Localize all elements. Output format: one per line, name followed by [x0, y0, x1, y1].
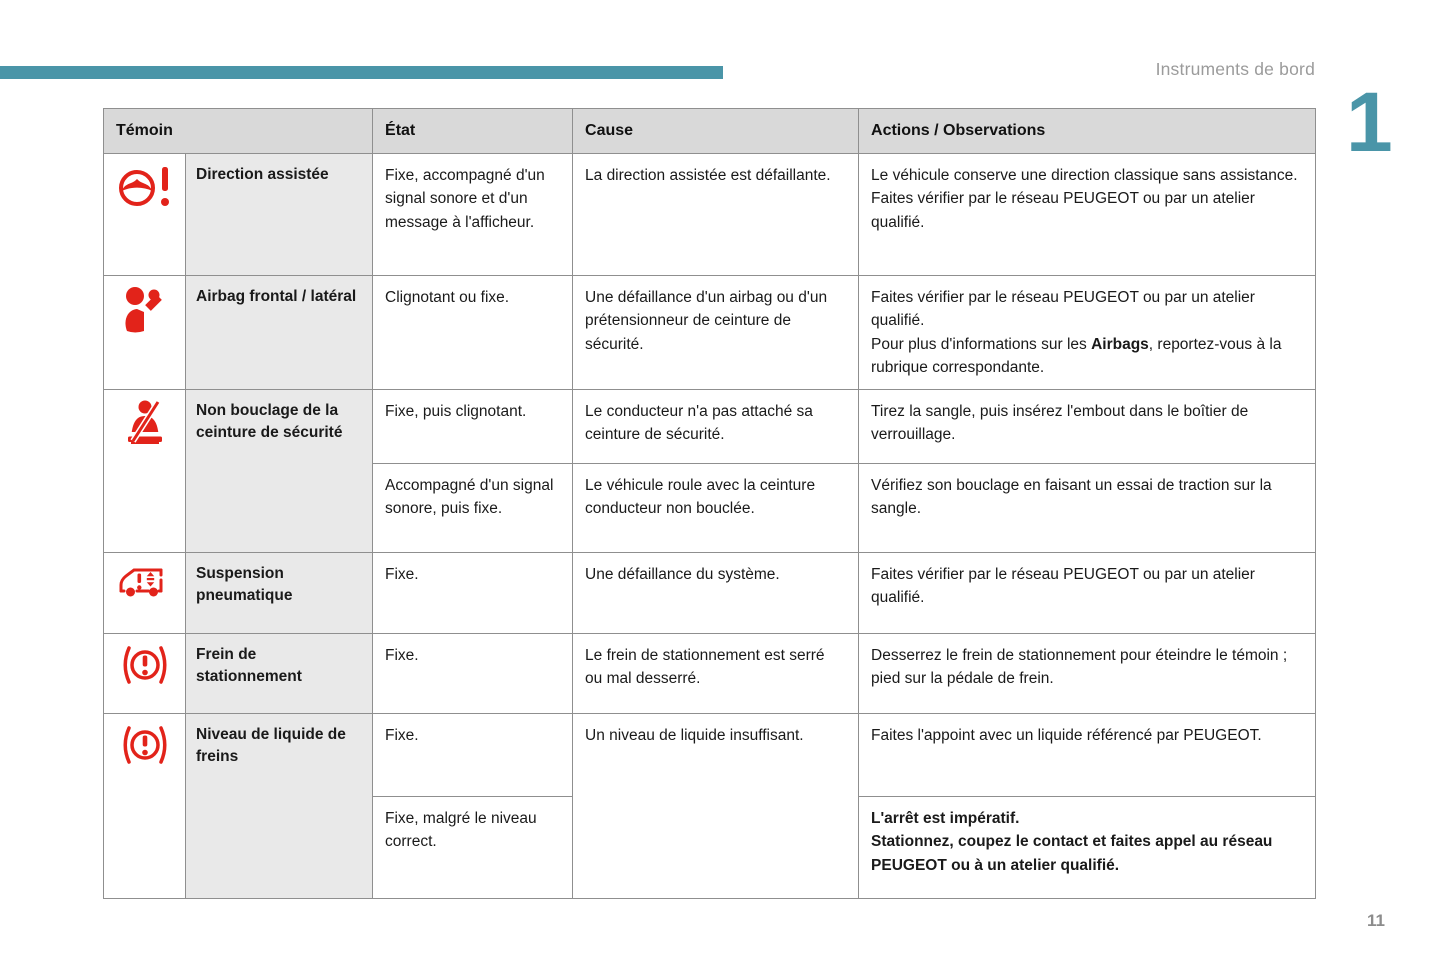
actions-cell: Vérifiez son bouclage en faisant un essa…	[858, 463, 1317, 553]
etat-cell: Accompagné d'un signal sonore, puis fixe…	[372, 463, 574, 553]
cause-cell: Le frein de stationnement est serré ou m…	[572, 633, 860, 714]
etat-cell: Fixe.	[372, 633, 574, 714]
table-row: Airbag frontal / latéral Clignotant ou f…	[103, 275, 1317, 390]
actions-cell: Faites l'appoint avec un liquide référen…	[858, 713, 1317, 797]
actions-cell: Faites vérifier par le réseau PEUGEOT ou…	[858, 275, 1317, 390]
seatbelt-warning-icon	[127, 400, 162, 444]
indicator-icon-cell	[103, 633, 186, 714]
table-row: Suspension pneumatique Fixe. Une défaill…	[103, 552, 1317, 634]
actions-cell: Desserrez le frein de stationnement pour…	[858, 633, 1317, 714]
indicator-name: Frein de stationnement	[184, 633, 374, 714]
table-row: Niveau de liquide de freins Fixe. Un niv…	[103, 713, 1317, 899]
cause-cell: Le conducteur n'a pas attaché sa ceintur…	[572, 389, 860, 464]
col-header-cause: Cause	[572, 108, 860, 154]
etat-cell: Fixe.	[372, 552, 574, 634]
indicator-icon-cell	[103, 713, 186, 899]
etat-cell: Fixe.	[372, 713, 574, 797]
etat-cell: Fixe, accompagné d'un signal sonore et d…	[372, 153, 574, 276]
indicator-name: Suspension pneumatique	[184, 552, 374, 634]
airbag-warning-icon	[124, 287, 162, 333]
table-row: Accompagné d'un signal sonore, puis fixe…	[104, 463, 1317, 553]
actions-cell: Tirez la sangle, puis insérez l'embout d…	[858, 389, 1317, 464]
cause-cell: Un niveau de liquide insuffisant.	[572, 713, 860, 899]
warning-lights-table: Témoin État Cause Actions / Observations…	[102, 108, 1317, 899]
brake-fluid-warning-icon	[123, 726, 166, 764]
table-header-row: Témoin État Cause Actions / Observations	[102, 108, 1317, 154]
running-header: Instruments de bord	[1155, 59, 1315, 79]
cause-cell: Le véhicule roule avec la ceinture condu…	[572, 463, 860, 553]
cause-cell: Une défaillance d'un airbag ou d'un prét…	[572, 275, 860, 390]
indicator-icon-cell	[103, 389, 186, 553]
indicator-name: Direction assistée	[184, 153, 374, 276]
table-row: Non bouclage de la ceinture de sécurité …	[103, 389, 1317, 553]
power-steering-warning-icon	[118, 167, 169, 206]
actions-cell: Faites vérifier par le réseau PEUGEOT ou…	[858, 552, 1317, 634]
col-header-etat: État	[372, 108, 574, 154]
actions-cell: L'arrêt est impératif. Stationnez, coupe…	[858, 796, 1317, 899]
table-row: Fixe, malgré le niveau correct. L'arrêt …	[104, 796, 1317, 899]
table-row: Direction assistée Fixe, accompagné d'un…	[103, 153, 1317, 276]
indicator-icon-cell	[103, 552, 186, 634]
page-number: 11	[1367, 911, 1385, 930]
actions-bold-text: Airbags	[1091, 335, 1149, 353]
parking-brake-warning-icon	[123, 646, 166, 684]
table-row: Frein de stationnement Fixe. Le frein de…	[103, 633, 1317, 714]
header-accent-bar	[0, 66, 723, 79]
chapter-tab: 1	[1346, 75, 1393, 169]
indicator-name: Airbag frontal / latéral	[184, 275, 374, 390]
cause-cell: La direction assistée est défaillante.	[572, 153, 860, 276]
etat-cell: Fixe, malgré le niveau correct.	[372, 796, 574, 899]
col-header-actions: Actions / Observations	[858, 108, 1317, 154]
indicator-icon-cell	[103, 153, 186, 276]
indicator-name: Non bouclage de la ceinture de sécurité	[184, 389, 374, 553]
actions-text: Faites vérifier par le réseau PEUGEOT ou…	[871, 289, 1255, 353]
air-suspension-warning-icon	[119, 568, 162, 597]
actions-cell: Le véhicule conserve une direction class…	[858, 153, 1317, 276]
cause-cell: Une défaillance du système.	[572, 552, 860, 634]
actions-text: , reportez-vous à la rubrique correspond…	[871, 335, 1282, 376]
etat-cell: Clignotant ou fixe.	[372, 275, 574, 390]
etat-cell: Fixe, puis clignotant.	[372, 389, 574, 464]
indicator-icon-cell	[103, 275, 186, 390]
col-header-temoin: Témoin	[102, 108, 374, 154]
indicator-name: Niveau de liquide de freins	[184, 713, 374, 899]
